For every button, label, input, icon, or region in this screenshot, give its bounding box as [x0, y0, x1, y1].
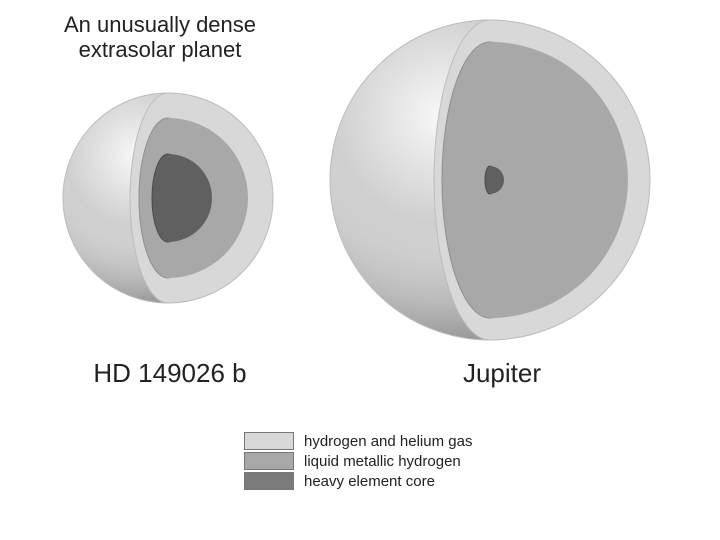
planet-right — [0, 0, 720, 400]
legend-label-lmh: liquid metallic hydrogen — [304, 453, 461, 470]
diagram-stage: An unusually dense extrasolar planet — [0, 0, 720, 540]
label-left: HD 149026 b — [60, 358, 280, 389]
legend-label-core: heavy element core — [304, 473, 435, 490]
right-cutaway — [434, 20, 650, 340]
label-right-text: Jupiter — [463, 358, 541, 388]
legend-label-gas: hydrogen and helium gas — [304, 433, 472, 450]
legend-swatch-lmh — [244, 452, 294, 470]
legend-row-core: heavy element core — [244, 472, 472, 490]
legend: hydrogen and helium gas liquid metallic … — [244, 430, 472, 492]
label-right: Jupiter — [432, 358, 572, 389]
legend-swatch-core — [244, 472, 294, 490]
label-left-text: HD 149026 b — [93, 358, 246, 388]
legend-row-lmh: liquid metallic hydrogen — [244, 452, 472, 470]
legend-row-gas: hydrogen and helium gas — [244, 432, 472, 450]
legend-swatch-gas — [244, 432, 294, 450]
